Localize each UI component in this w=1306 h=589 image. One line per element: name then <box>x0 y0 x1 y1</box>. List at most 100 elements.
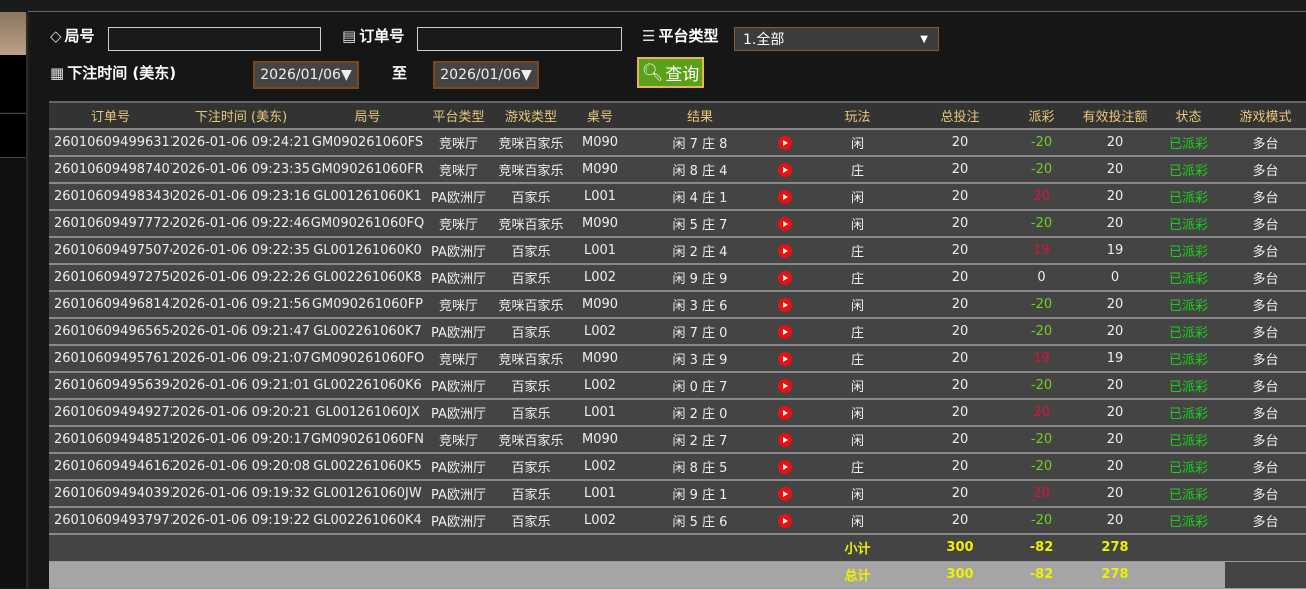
replay-cell[interactable] <box>770 372 800 400</box>
platform-type: 竞咪厅 <box>425 129 492 157</box>
game-mode: 多台 <box>1225 264 1306 292</box>
bet-type: 闲 <box>800 129 915 157</box>
order-id: 260106094965654 <box>49 318 172 346</box>
play-video-icon[interactable] <box>778 486 792 501</box>
play-video-icon[interactable] <box>778 324 792 339</box>
total-bet: 20 <box>915 291 1005 319</box>
replay-cell[interactable] <box>770 156 800 184</box>
replay-cell[interactable] <box>770 453 800 481</box>
round-id: GL001261060JW <box>310 480 425 508</box>
platform-type: PA欧洲厅 <box>425 264 492 292</box>
game-mode: 多台 <box>1225 399 1306 427</box>
play-video-icon[interactable] <box>778 162 792 177</box>
play-video-icon[interactable] <box>778 405 792 420</box>
game-type: 竞咪百家乐 <box>492 426 570 454</box>
bet-type: 庄 <box>800 156 915 184</box>
sidebar-tab[interactable] <box>0 55 28 112</box>
result: 闲 9 庄 9 <box>630 264 770 292</box>
column-header: 总投注 <box>915 101 1005 130</box>
status: 已派彩 <box>1152 318 1225 346</box>
search-button[interactable]: 🔍︎ 查询 <box>637 57 704 88</box>
payout: 20 <box>1005 480 1078 508</box>
play-video-icon[interactable] <box>778 459 792 474</box>
clipboard-icon: ▤ <box>342 26 357 45</box>
play-video-icon[interactable] <box>778 378 792 393</box>
bet-time: 2026-01-06 09:23:16 <box>172 183 310 211</box>
round-id: GL002261060K8 <box>310 264 425 292</box>
round-input[interactable] <box>108 27 321 51</box>
bet-time: 2026-01-06 09:21:07 <box>172 345 310 373</box>
order-id: 260106094968143 <box>49 291 172 319</box>
result: 闲 2 庄 4 <box>630 237 770 265</box>
platform-selected: 1.全部 <box>743 32 785 48</box>
round-label-text: 局号 <box>64 27 95 45</box>
play-video-icon[interactable] <box>778 297 792 312</box>
calendar-icon: ▦ <box>50 63 65 82</box>
play-video-icon[interactable] <box>778 135 792 150</box>
empty-cell <box>770 561 800 589</box>
table-row: 260106094946162 2026-01-06 09:20:08 GL0022… <box>49 453 1306 481</box>
order-input[interactable] <box>417 27 622 51</box>
sidebar-active-tab[interactable] <box>0 12 28 55</box>
empty-cell <box>172 534 310 562</box>
play-video-icon[interactable] <box>778 189 792 204</box>
replay-cell[interactable] <box>770 129 800 157</box>
replay-cell[interactable] <box>770 480 800 508</box>
replay-cell[interactable] <box>770 399 800 427</box>
replay-cell[interactable] <box>770 426 800 454</box>
order-id: 260106094948519 <box>49 426 172 454</box>
play-video-icon[interactable] <box>778 351 792 366</box>
result: 闲 3 庄 9 <box>630 345 770 373</box>
replay-cell[interactable] <box>770 318 800 346</box>
round-id: GL001261060K0 <box>310 237 425 265</box>
empty-cell <box>630 534 770 562</box>
play-video-icon[interactable] <box>778 270 792 285</box>
empty-cell <box>1225 561 1306 589</box>
subtotal-payout: -82 <box>1005 534 1078 562</box>
replay-cell[interactable] <box>770 345 800 373</box>
play-video-icon[interactable] <box>778 432 792 447</box>
valid-bet: 20 <box>1078 507 1152 535</box>
game-mode: 多台 <box>1225 183 1306 211</box>
order-label: ▤ 订单号 <box>342 25 404 46</box>
table-row: 260106094940393 2026-01-06 09:19:32 GL0012… <box>49 480 1306 508</box>
top-divider <box>28 11 1306 12</box>
subtotal-label: 小计 <box>800 534 915 562</box>
sidebar-tab[interactable] <box>0 113 28 158</box>
order-id: 260106094987407 <box>49 156 172 184</box>
table-id: M090 <box>570 156 630 184</box>
bet-type: 闲 <box>800 399 915 427</box>
replay-cell[interactable] <box>770 507 800 535</box>
payout: 20 <box>1005 399 1078 427</box>
column-header: 玩法 <box>800 101 915 130</box>
game-type: 竞咪百家乐 <box>492 156 570 184</box>
replay-cell[interactable] <box>770 210 800 238</box>
valid-bet: 20 <box>1078 480 1152 508</box>
date-from-picker[interactable]: 2026/01/06▼ <box>253 61 359 89</box>
game-type: 百家乐 <box>492 480 570 508</box>
bet-type: 庄 <box>800 264 915 292</box>
replay-cell[interactable] <box>770 291 800 319</box>
valid-bet: 19 <box>1078 345 1152 373</box>
bet-time: 2026-01-06 09:20:08 <box>172 453 310 481</box>
replay-cell[interactable] <box>770 237 800 265</box>
replay-cell[interactable] <box>770 183 800 211</box>
column-header: 有效投注额 <box>1078 101 1152 130</box>
bet-time: 2026-01-06 09:20:17 <box>172 426 310 454</box>
empty-cell <box>49 561 172 589</box>
platform-type: 竞咪厅 <box>425 156 492 184</box>
column-header: 订单号 <box>49 101 172 130</box>
table-row: 260106094972756 2026-01-06 09:22:26 GL0022… <box>49 264 1306 292</box>
column-header: 派彩 <box>1005 101 1078 130</box>
search-icon: 🔍︎ <box>641 62 664 83</box>
game-type: 百家乐 <box>492 507 570 535</box>
play-video-icon[interactable] <box>778 513 792 528</box>
play-video-icon[interactable] <box>778 243 792 258</box>
replay-cell[interactable] <box>770 264 800 292</box>
order-id: 260106094949272 <box>49 399 172 427</box>
play-video-icon[interactable] <box>778 216 792 231</box>
platform-select[interactable]: 1.全部 ▼ <box>734 27 939 51</box>
total-bet: 20 <box>915 399 1005 427</box>
valid-bet: 20 <box>1078 210 1152 238</box>
date-to-picker[interactable]: 2026/01/06▼ <box>433 61 539 89</box>
